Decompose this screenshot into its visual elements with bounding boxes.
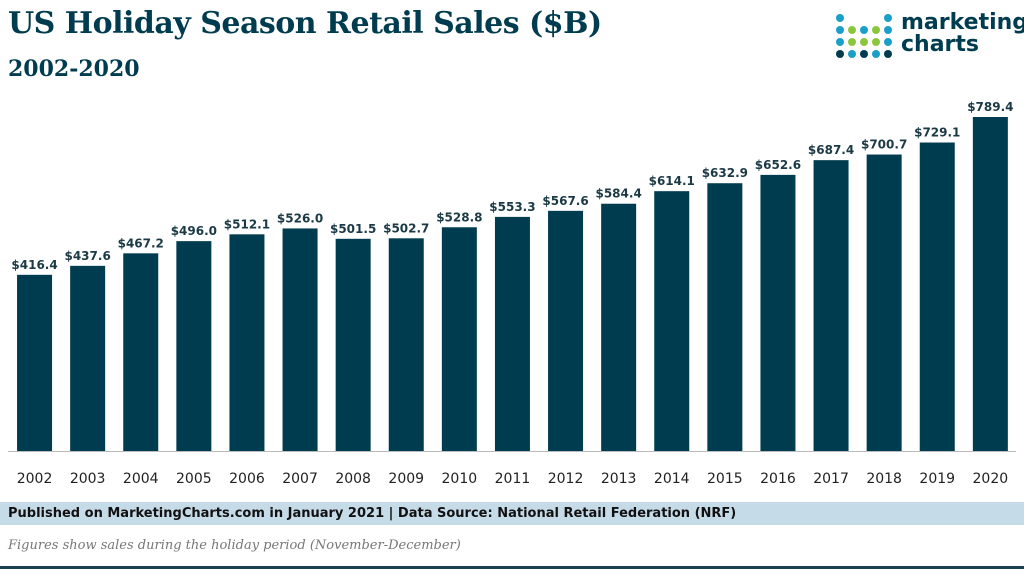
x-tick-label-2005: 2005 <box>176 471 212 487</box>
logo-dot <box>884 38 892 46</box>
bar-2012 <box>548 210 584 451</box>
source-footer: Published on MarketingCharts.com in Janu… <box>0 502 1024 525</box>
bar-2016 <box>760 174 796 451</box>
value-label-2012: $567.6 <box>542 194 588 208</box>
logo-dot <box>848 38 856 46</box>
logo-dot <box>872 38 880 46</box>
x-tick-label-2002: 2002 <box>17 471 53 487</box>
value-label-2014: $614.1 <box>649 174 695 188</box>
x-tick-label-2011: 2011 <box>495 471 531 487</box>
x-tick-label-2013: 2013 <box>601 471 637 487</box>
logo-text-line2: charts <box>901 32 980 57</box>
footnote: Figures show sales during the holiday pe… <box>8 538 461 553</box>
logo-dot <box>860 50 868 58</box>
value-label-2005: $496.0 <box>171 224 217 238</box>
chart-title: US Holiday Season Retail Sales ($B) <box>8 6 602 41</box>
logo-dot <box>836 50 844 58</box>
value-label-2004: $467.2 <box>118 236 164 250</box>
bar-2017 <box>813 160 849 451</box>
bar-chart: $416.4 $437.6 $467.2 $496.0 $512.1 $526.0 $501… <box>8 100 1016 487</box>
logo-dot <box>848 26 856 34</box>
x-tick-label-2004: 2004 <box>123 471 159 487</box>
bar-2007 <box>282 228 318 451</box>
x-tick-label-2006: 2006 <box>229 471 265 487</box>
x-tick-label-2010: 2010 <box>442 471 478 487</box>
bar-2009 <box>388 238 424 451</box>
x-tick-label-2016: 2016 <box>760 471 796 487</box>
logo-dot <box>872 50 880 58</box>
x-tick-label-2008: 2008 <box>335 471 371 487</box>
bar-2018 <box>866 154 902 451</box>
bar-2015 <box>707 183 743 451</box>
value-label-2009: $502.7 <box>383 221 429 235</box>
bar-2004 <box>123 253 159 451</box>
bar-2010 <box>441 227 477 451</box>
logo-dot <box>836 38 844 46</box>
x-tick-label-2003: 2003 <box>70 471 106 487</box>
x-tick-label-2017: 2017 <box>813 471 849 487</box>
value-label-2015: $632.9 <box>702 166 748 180</box>
value-label-2007: $526.0 <box>277 211 323 225</box>
value-label-2006: $512.1 <box>224 217 270 231</box>
logo-text-line1: marketing <box>901 10 1024 35</box>
value-label-2018: $700.7 <box>861 138 907 152</box>
value-label-2011: $553.3 <box>489 200 535 214</box>
x-tick-label-2015: 2015 <box>707 471 743 487</box>
value-label-2013: $584.4 <box>595 187 641 201</box>
marketingcharts-logo[interactable]: marketing charts <box>835 12 1024 62</box>
logo-dot <box>860 26 868 34</box>
x-tick-label-2018: 2018 <box>866 471 902 487</box>
logo-dot <box>872 26 880 34</box>
bar-2008 <box>335 238 371 451</box>
bottom-divider <box>0 566 1024 569</box>
value-label-2008: $501.5 <box>330 222 376 236</box>
logo-dot <box>884 50 892 58</box>
bar-2020 <box>972 117 1008 451</box>
dot-grid-logo-icon <box>836 14 892 58</box>
logo-dot <box>884 26 892 34</box>
x-tick-label-2009: 2009 <box>388 471 424 487</box>
x-tick-label-2014: 2014 <box>654 471 690 487</box>
logo-dot <box>860 38 868 46</box>
bar-2003 <box>70 265 106 451</box>
value-label-2019: $729.1 <box>914 126 960 140</box>
x-tick-label-2012: 2012 <box>548 471 584 487</box>
value-label-2020: $789.4 <box>967 100 1013 114</box>
logo-dot <box>884 14 892 22</box>
x-tick-label-2020: 2020 <box>973 471 1009 487</box>
logo-dot <box>836 14 844 22</box>
bar-2013 <box>601 203 637 451</box>
logo-dot <box>836 26 844 34</box>
chart-subtitle: 2002-2020 <box>8 56 140 82</box>
bar-2011 <box>494 216 530 451</box>
value-label-2010: $528.8 <box>436 210 482 224</box>
value-label-2017: $687.4 <box>808 143 854 157</box>
bar-2002 <box>17 274 53 451</box>
value-label-2016: $652.6 <box>755 158 801 172</box>
bar-2019 <box>919 142 955 451</box>
x-tick-label-2007: 2007 <box>282 471 318 487</box>
logo-dot <box>848 50 856 58</box>
bar-2006 <box>229 234 265 451</box>
value-label-2002: $416.4 <box>11 258 57 272</box>
bar-2005 <box>176 241 212 451</box>
x-tick-label-2019: 2019 <box>919 471 955 487</box>
value-label-2003: $437.6 <box>64 249 110 263</box>
bar-2014 <box>654 191 690 451</box>
